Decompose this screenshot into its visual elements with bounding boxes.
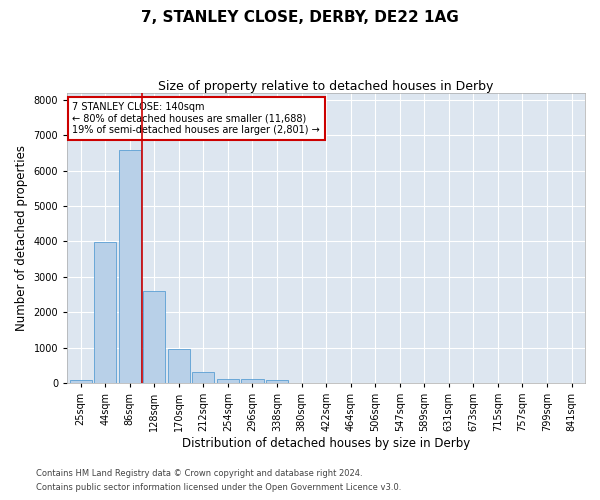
Bar: [70, 380, 92, 383]
Text: Contains HM Land Registry data © Crown copyright and database right 2024.: Contains HM Land Registry data © Crown c…: [36, 468, 362, 477]
X-axis label: Distribution of detached houses by size in Derby: Distribution of detached houses by size …: [182, 437, 470, 450]
Y-axis label: Number of detached properties: Number of detached properties: [15, 145, 28, 331]
Text: Contains public sector information licensed under the Open Government Licence v3: Contains public sector information licen…: [36, 484, 401, 492]
Bar: [143, 291, 166, 383]
Title: Size of property relative to detached houses in Derby: Size of property relative to detached ho…: [158, 80, 494, 93]
Bar: [94, 242, 116, 383]
Bar: [168, 350, 190, 383]
Bar: [217, 378, 239, 383]
Bar: [119, 150, 141, 383]
Bar: [266, 380, 288, 383]
Text: 7, STANLEY CLOSE, DERBY, DE22 1AG: 7, STANLEY CLOSE, DERBY, DE22 1AG: [141, 10, 459, 25]
Bar: [193, 372, 214, 383]
Bar: [241, 380, 263, 383]
Text: 7 STANLEY CLOSE: 140sqm
← 80% of detached houses are smaller (11,688)
19% of sem: 7 STANLEY CLOSE: 140sqm ← 80% of detache…: [73, 102, 320, 135]
